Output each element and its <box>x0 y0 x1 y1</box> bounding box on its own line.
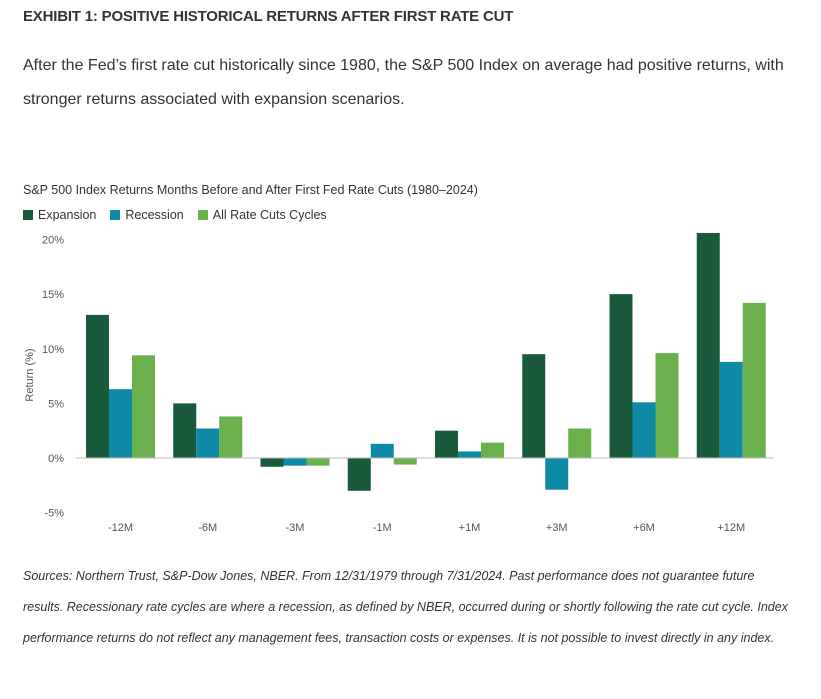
x-tick-label: +1M <box>459 522 481 534</box>
bar <box>655 353 679 458</box>
x-tick-label: -12M <box>108 522 133 534</box>
bar <box>109 389 132 458</box>
x-tick-label: +3M <box>546 522 568 534</box>
bar <box>568 428 592 458</box>
bar <box>632 402 656 458</box>
bar <box>260 458 284 467</box>
legend-item-recession: Recession <box>110 208 184 222</box>
bar <box>132 355 155 458</box>
bar <box>219 416 243 458</box>
x-tick-label: -3M <box>286 522 305 534</box>
legend-swatch-expansion <box>23 210 33 220</box>
bar <box>370 443 394 458</box>
y-tick-label: -5% <box>44 508 64 520</box>
bar <box>742 302 766 458</box>
bar-chart: -5% 0% 5% 10% 15% 20% Return (%) -12M -6M -3M -1M +… <box>24 232 774 534</box>
chart-title: S&P 500 Index Returns Months Before and … <box>23 183 478 197</box>
legend-label-all-rate-cuts: All Rate Cuts Cycles <box>212 208 327 222</box>
legend-item-all-rate-cuts: All Rate Cuts Cycles <box>197 208 327 222</box>
x-tick-label: -1M <box>373 522 392 534</box>
legend-swatch-recession <box>110 210 121 220</box>
y-tick-label: 0% <box>48 453 64 465</box>
bar <box>86 314 109 458</box>
y-axis-title: Return (%) <box>24 348 36 401</box>
bar <box>522 354 546 458</box>
legend-label-expansion: Expansion <box>38 208 97 222</box>
bar <box>173 403 197 458</box>
legend-item-expansion: Expansion <box>23 208 96 222</box>
y-tick-label: 20% <box>42 235 64 247</box>
bar <box>458 451 481 458</box>
bar <box>347 458 371 491</box>
y-tick-label: 10% <box>42 344 64 356</box>
bar <box>696 232 720 458</box>
bar <box>196 428 220 458</box>
x-tick-label: +12M <box>717 522 745 534</box>
bar <box>306 458 330 466</box>
legend-swatch-all-rate-cuts <box>197 210 208 220</box>
legend-label-recession: Recession <box>125 208 184 222</box>
bar <box>545 458 569 490</box>
bar <box>481 442 504 458</box>
bar <box>609 294 633 458</box>
bar <box>719 361 743 458</box>
y-tick-label: 5% <box>48 398 64 410</box>
sources-note: Sources: Northern Trust, S&P-Dow Jones, … <box>23 569 788 645</box>
exhibit-subtitle: After the Fed’s first rate cut historica… <box>23 57 784 108</box>
bar <box>435 430 458 458</box>
bar <box>393 458 417 465</box>
x-tick-label: -6M <box>198 522 217 534</box>
chart-legend: Expansion Recession All Rate Cuts Cycles <box>23 208 327 222</box>
bar <box>283 458 307 466</box>
exhibit-title: EXHIBIT 1: POSITIVE HISTORICAL RETURNS A… <box>23 8 514 25</box>
y-tick-label: 15% <box>42 289 64 301</box>
x-tick-label: +6M <box>633 522 655 534</box>
